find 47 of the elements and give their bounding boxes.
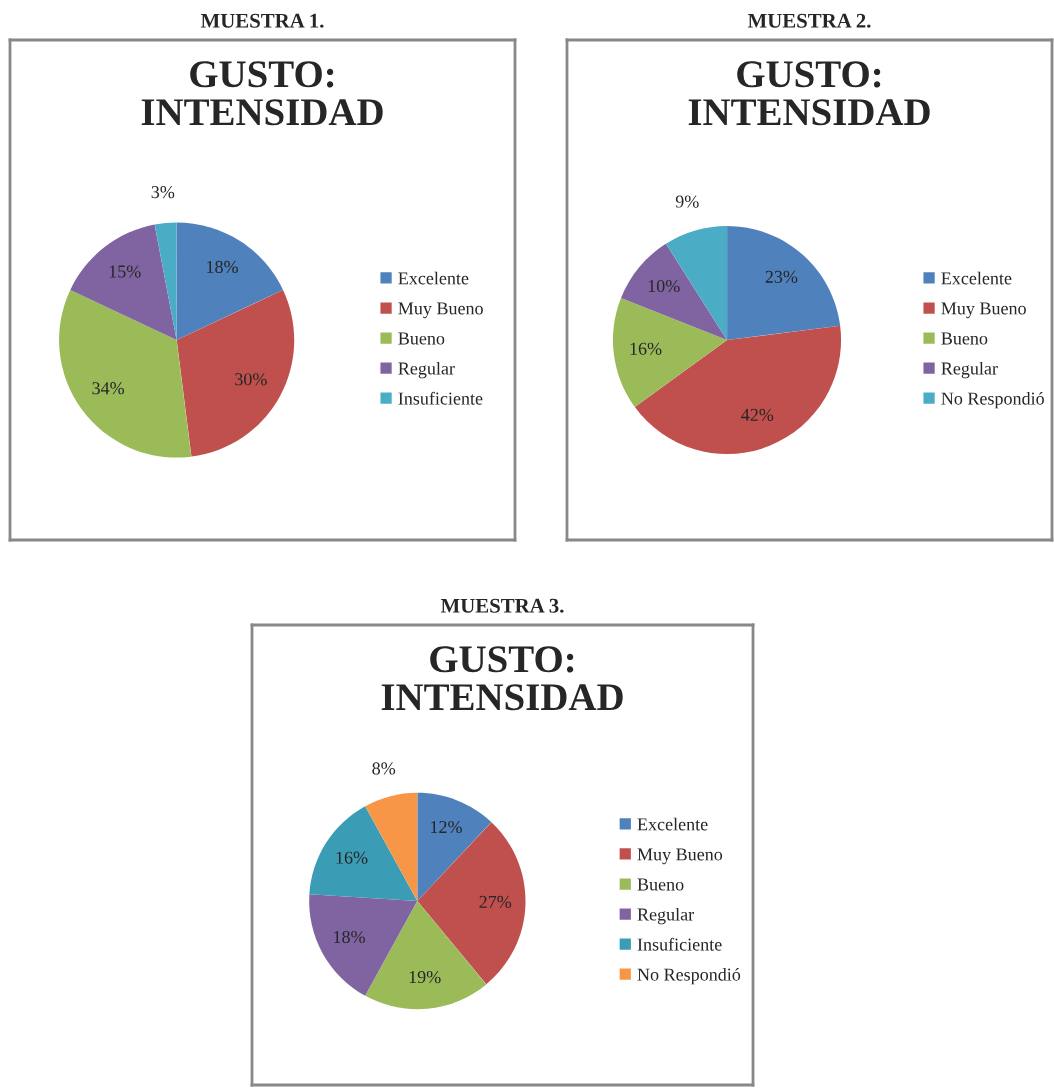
data-label: 30%: [235, 373, 267, 386]
data-label: 34%: [92, 382, 125, 395]
data-label: 42%: [741, 408, 774, 421]
legend-label: Insuficiente: [637, 937, 722, 951]
legend-label: Bueno: [398, 332, 445, 345]
chart-title: GUSTO: INTENSIDAD: [141, 61, 383, 126]
pie-slice: [176, 222, 284, 340]
legend-label: Regular: [941, 361, 998, 379]
pie-slice: [59, 290, 192, 458]
data-label: 16%: [630, 342, 662, 355]
legend-label: Bueno: [941, 332, 988, 345]
pie-slice: [727, 225, 841, 340]
legend-label: No Respondió: [941, 391, 1044, 409]
data-label: 15%: [109, 265, 141, 278]
legend-label: No Respondió: [637, 967, 741, 985]
legend-label: Muy Bueno: [637, 848, 723, 865]
pie-slice: [621, 243, 727, 340]
pie-slice: [309, 806, 418, 901]
data-label: 3%: [151, 186, 175, 199]
data-label: 18%: [334, 930, 365, 944]
chart-subtitle: MUESTRA 3.: [440, 598, 564, 613]
legend-label: Regular: [637, 907, 694, 925]
data-label: 9%: [675, 195, 699, 208]
legend-label: Excelente: [637, 817, 708, 831]
legend-label: Bueno: [637, 878, 684, 891]
pie-slice: [176, 290, 295, 457]
data-label: 8%: [372, 762, 396, 775]
legend-label: Excelente: [941, 271, 1012, 285]
data-label: 16%: [336, 851, 368, 864]
legend-label: Muy Bueno: [941, 302, 1026, 319]
data-label: 23%: [765, 270, 798, 283]
data-label: 27%: [479, 895, 512, 909]
legend-label: Excelente: [398, 271, 469, 285]
chart-subtitle: MUESTRA 1.: [200, 13, 324, 28]
chart-title: GUSTO: INTENSIDAD: [688, 61, 930, 126]
chart-title: GUSTO: INTENSIDAD: [381, 646, 623, 711]
legend-label: Regular: [398, 361, 455, 379]
data-label: 10%: [648, 279, 680, 293]
chart-subtitle: MUESTRA 2.: [747, 13, 871, 28]
data-label: 19%: [409, 970, 441, 984]
pie-slice: [70, 224, 177, 340]
legend-label: Muy Bueno: [398, 302, 483, 319]
data-label: 18%: [207, 260, 238, 274]
pie-slice: [154, 222, 177, 340]
pie-slice: [612, 298, 727, 408]
data-label: 12%: [431, 820, 462, 834]
legend-label: Insuficiente: [398, 391, 483, 405]
